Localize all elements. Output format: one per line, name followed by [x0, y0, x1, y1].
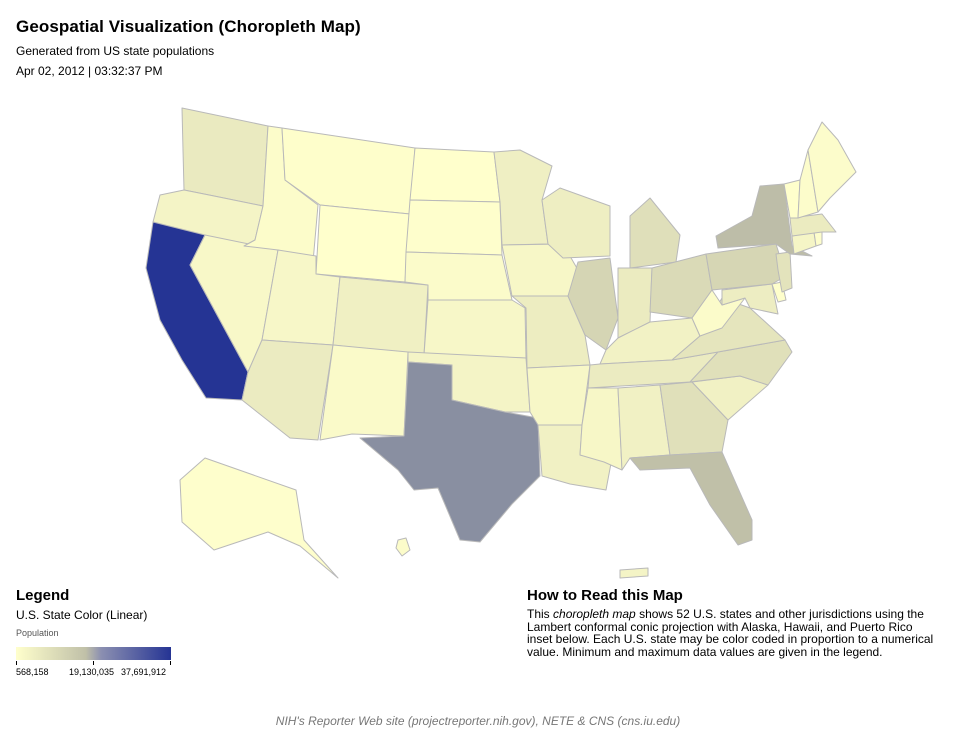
legend-subtitle: U.S. State Color (Linear)	[16, 608, 148, 622]
state-WY[interactable]	[315, 204, 411, 283]
state-RI[interactable]	[813, 231, 823, 247]
legend-color-ramp	[16, 647, 171, 660]
state-ND[interactable]	[409, 147, 501, 203]
state-WA[interactable]	[181, 107, 269, 207]
legend-max-label: 37,691,912	[121, 667, 167, 677]
legend-tick-mid	[93, 661, 94, 665]
howto-text-em: choropleth map	[553, 607, 636, 621]
legend-title: Legend	[16, 587, 70, 604]
timestamp: Apr 02, 2012 | 03:32:37 PM	[16, 64, 163, 78]
state-SD[interactable]	[405, 199, 503, 256]
state-AK[interactable]	[179, 457, 339, 579]
state-NM[interactable]	[319, 344, 409, 441]
state-GA[interactable]	[659, 381, 729, 456]
state-MN[interactable]	[493, 149, 553, 246]
howto-text: This choropleth map shows 52 U.S. states…	[527, 608, 937, 658]
state-HI[interactable]	[395, 537, 411, 557]
legend-tick-min	[16, 661, 17, 665]
page-title: Geospatial Visualization (Choropleth Map…	[16, 17, 361, 36]
howto-text-after: shows 52 U.S. states and other jurisdict…	[527, 607, 934, 659]
state-PR[interactable]	[619, 567, 649, 579]
state-FL[interactable]	[629, 451, 753, 546]
howto-text-before: This	[527, 607, 554, 621]
state-TX[interactable]	[359, 361, 541, 543]
howto-title: How to Read this Map	[527, 587, 683, 604]
state-MI[interactable]	[629, 197, 681, 269]
state-ME[interactable]	[807, 121, 857, 213]
footer-credit: NIH's Reporter Web site (projectreporter…	[275, 714, 681, 728]
state-AR[interactable]	[526, 364, 591, 426]
choropleth-map	[145, 107, 857, 579]
legend-variable: Population	[16, 628, 59, 638]
state-AZ[interactable]	[241, 339, 334, 441]
page-subtitle: Generated from US state populations	[16, 44, 215, 58]
state-MA[interactable]	[789, 213, 837, 237]
legend-tick-max	[170, 661, 171, 665]
state-KS[interactable]	[423, 299, 527, 359]
state-WI[interactable]	[541, 187, 611, 259]
state-PA[interactable]	[705, 243, 787, 291]
legend-mid-label: 19,130,035	[69, 667, 115, 677]
legend-min-label: 568,158	[16, 667, 49, 677]
state-CO[interactable]	[332, 276, 429, 356]
